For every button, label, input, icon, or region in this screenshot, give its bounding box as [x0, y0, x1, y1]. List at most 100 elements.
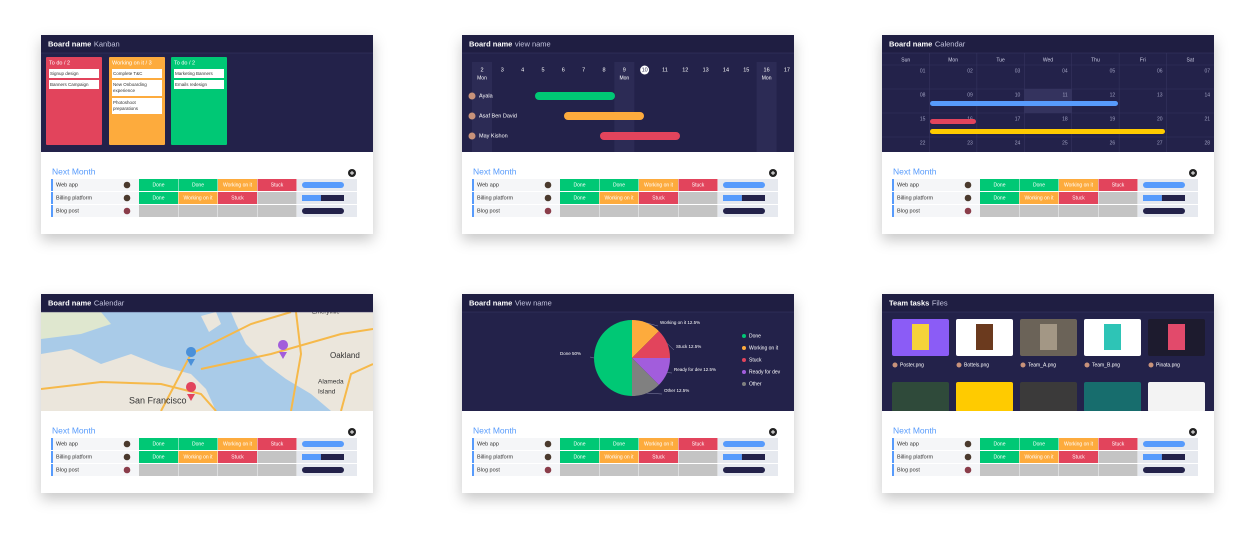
status-cell[interactable]	[178, 205, 218, 217]
status-cell[interactable]	[218, 451, 257, 463]
status-cell[interactable]	[178, 464, 218, 476]
status-cell[interactable]	[178, 192, 218, 204]
status-cell[interactable]	[639, 179, 678, 191]
status-cell[interactable]	[639, 464, 678, 476]
status-cell[interactable]	[1019, 179, 1059, 191]
status-cell[interactable]	[678, 192, 718, 204]
status-cell[interactable]	[599, 179, 639, 191]
status-cell[interactable]	[1059, 192, 1098, 204]
gantt-bar[interactable]	[535, 92, 615, 100]
status-cell[interactable]	[218, 438, 257, 450]
status-cell[interactable]	[678, 179, 718, 191]
status-cell[interactable]	[639, 205, 678, 217]
kanban-card[interactable]	[112, 80, 162, 96]
status-cell[interactable]	[257, 438, 297, 450]
status-label: Working on it	[1024, 195, 1054, 201]
progress-bar	[320, 195, 344, 201]
map-pin[interactable]	[186, 382, 197, 401]
status-cell[interactable]	[257, 179, 297, 191]
status-cell[interactable]	[139, 179, 178, 191]
status-cell[interactable]	[257, 205, 297, 217]
file-thumbnail[interactable]	[1020, 382, 1077, 412]
status-cell[interactable]	[560, 205, 599, 217]
file-thumbnail[interactable]	[1084, 382, 1141, 412]
status-cell[interactable]	[218, 192, 257, 204]
kanban-card-box: Emails redesign	[175, 82, 207, 87]
status-cell[interactable]	[178, 179, 218, 191]
status-cell[interactable]	[1019, 205, 1059, 217]
gantt-bar[interactable]	[564, 112, 644, 120]
status-cell[interactable]	[599, 451, 639, 463]
status-cell[interactable]	[980, 205, 1019, 217]
kanban-card[interactable]	[112, 69, 162, 78]
map-pin[interactable]	[278, 340, 289, 359]
status-cell[interactable]	[1059, 179, 1098, 191]
map-pin[interactable]	[186, 347, 197, 366]
slice-label: Stuck 12.5%	[676, 344, 701, 349]
status-cell[interactable]	[980, 464, 1019, 476]
status-cell[interactable]	[678, 438, 718, 450]
status-cell[interactable]	[1019, 451, 1059, 463]
status-cell[interactable]	[257, 464, 297, 476]
status-cell[interactable]	[639, 192, 678, 204]
kanban-card[interactable]	[49, 80, 99, 89]
status-cell[interactable]	[560, 179, 599, 191]
status-cell[interactable]	[178, 438, 218, 450]
status-cell[interactable]	[560, 464, 599, 476]
status-cell[interactable]	[678, 464, 718, 476]
file-thumbnail[interactable]	[1148, 382, 1205, 412]
status-cell[interactable]	[1098, 451, 1138, 463]
status-cell[interactable]	[599, 438, 639, 450]
status-cell[interactable]	[178, 451, 218, 463]
status-cell[interactable]	[218, 464, 257, 476]
status-cell[interactable]	[980, 192, 1019, 204]
status-cell[interactable]	[1019, 438, 1059, 450]
status-cell[interactable]	[980, 179, 1019, 191]
status-cell[interactable]	[1098, 179, 1138, 191]
status-cell[interactable]	[1059, 205, 1098, 217]
board-card: To do / 2 Signup design Banners Campaign Wo…	[41, 35, 373, 234]
status-label: Stuck	[1072, 454, 1085, 460]
map: Emeryville Oakland Alameda Island San Franci…	[41, 312, 373, 411]
status-cell[interactable]	[139, 205, 178, 217]
file-thumbnail[interactable]	[892, 382, 949, 412]
status-cell[interactable]	[1098, 464, 1138, 476]
kanban-card[interactable]	[49, 69, 99, 78]
status-cell[interactable]	[1019, 464, 1059, 476]
kanban-card[interactable]	[174, 80, 224, 89]
gantt-bar[interactable]	[600, 132, 680, 140]
status-cell[interactable]	[599, 192, 639, 204]
status-cell[interactable]	[599, 205, 639, 217]
status-cell[interactable]	[560, 451, 599, 463]
status-cell[interactable]	[139, 192, 178, 204]
status-cell[interactable]	[980, 451, 1019, 463]
status-cell[interactable]	[599, 464, 639, 476]
status-cell[interactable]	[218, 205, 257, 217]
status-cell[interactable]	[1098, 205, 1138, 217]
status-cell[interactable]	[218, 179, 257, 191]
event-bar[interactable]	[930, 101, 1118, 106]
status-cell[interactable]	[678, 205, 718, 217]
status-cell[interactable]	[139, 451, 178, 463]
status-cell[interactable]	[678, 451, 718, 463]
status-cell[interactable]	[1059, 451, 1098, 463]
kanban-card[interactable]	[112, 98, 162, 114]
status-cell[interactable]	[560, 192, 599, 204]
event-bar[interactable]	[930, 119, 976, 124]
status-cell[interactable]	[560, 438, 599, 450]
status-cell[interactable]	[980, 438, 1019, 450]
event-bar[interactable]	[930, 129, 1165, 134]
status-cell[interactable]	[1059, 464, 1098, 476]
status-cell[interactable]	[1019, 192, 1059, 204]
status-cell[interactable]	[1098, 192, 1138, 204]
status-cell[interactable]	[257, 192, 297, 204]
status-cell[interactable]	[139, 464, 178, 476]
status-cell[interactable]	[257, 451, 297, 463]
status-cell[interactable]	[1098, 438, 1138, 450]
file-thumbnail[interactable]	[956, 382, 1013, 412]
status-cell[interactable]	[139, 438, 178, 450]
status-cell[interactable]	[639, 451, 678, 463]
status-cell[interactable]	[1059, 438, 1098, 450]
kanban-card[interactable]	[174, 69, 224, 78]
status-cell[interactable]	[639, 438, 678, 450]
